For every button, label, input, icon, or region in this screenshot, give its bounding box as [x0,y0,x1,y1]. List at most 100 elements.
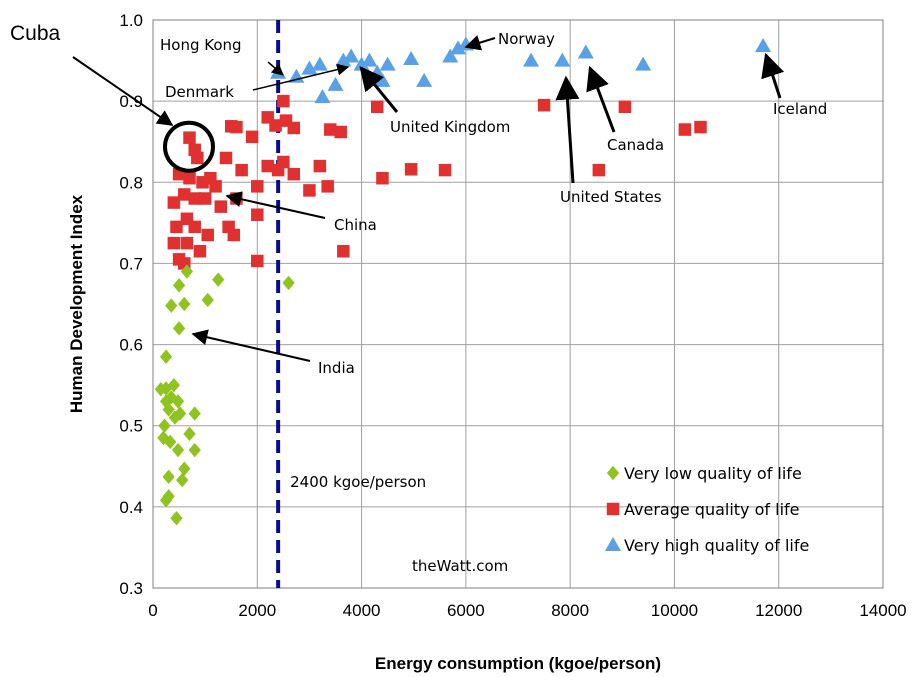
square-point [227,228,241,242]
annotation-label: United States [560,188,662,206]
annotation-arrow [267,61,284,76]
x-axis-label: Energy consumption (kgoe/person) [375,654,661,673]
diamond-point [162,469,175,485]
square-point [337,245,350,258]
x-tick-label: 14000 [859,601,906,620]
square-point [376,171,389,185]
triangle-point [457,36,474,51]
square-point [303,184,316,197]
legend-label: Average quality of life [624,500,799,519]
diamond-point [170,511,183,526]
triangle-point [301,60,318,75]
legend: Very low quality of life Average quality … [605,464,809,555]
square-point [193,245,207,258]
diamond-point [165,298,178,313]
y-tick-labels: 0.3 0.4 0.5 0.6 0.7 0.8 0.9 1.0 [119,11,143,598]
threshold-label: 2400 kgoe/person [290,473,426,491]
legend-label: Very low quality of life [624,464,802,483]
diamond-point [171,442,185,458]
square-point [167,196,181,209]
square-point [438,163,452,177]
annotation-arrow [225,191,326,219]
square-point [191,151,204,165]
square-point [230,120,243,134]
triangle-point [755,37,772,52]
x-tick-label: 6000 [447,601,485,620]
square-point [269,119,282,132]
diamond-point [201,292,214,308]
legend-marker [606,465,620,481]
legend-marker [605,537,621,551]
square-point [251,254,264,268]
annotation-labels: Hong Kong Denmark Norway United Kingdom Icel… [10,22,827,377]
annotation-label: Cuba [10,22,61,45]
diamond-point [164,434,177,450]
triangle-point [343,48,360,63]
diamond-point [188,442,201,458]
diamond-point [154,382,167,397]
square-point [214,200,228,213]
square-point [592,163,606,177]
square-point [287,167,301,181]
data-points [154,36,772,526]
annotation-arrow [72,56,174,126]
square-point [251,208,264,221]
triangle-point [577,44,594,59]
cuba-highlight-circle [163,120,215,173]
plot-area [152,19,884,589]
x-tick-label: 10000 [651,601,698,620]
triangle-point [416,72,433,87]
diamond-point [178,461,191,476]
annotation-arrow [359,66,399,113]
square-point [618,100,632,114]
annotation-label: China [334,216,377,234]
square-point [694,120,707,134]
square-point [235,163,248,177]
diamond-point [282,275,295,291]
square-point [321,180,334,193]
y-tick-label: 0.7 [119,254,143,273]
square-point [537,98,551,112]
y-tick-label: 0.4 [119,498,143,517]
annotation-arrow [252,63,350,91]
square-point [167,236,181,250]
y-tick-label: 0.9 [119,92,143,111]
annotation-arrow [464,35,496,51]
annotation-label: India [318,359,355,377]
diamond-point [159,349,173,364]
square-point [170,220,183,234]
diamond-point [162,402,175,417]
x-tick-label: 0 [148,601,157,620]
square-point [198,192,212,205]
y-tick-label: 0.5 [119,417,143,436]
x-tick-label: 8000 [551,601,589,620]
square-point [370,100,384,114]
triangle-point [327,76,344,91]
annotation-label: United Kingdom [390,118,510,136]
diamond-point [167,377,180,393]
square-point [180,236,194,250]
diamond-point [172,278,186,293]
square-point [287,121,301,135]
square-point [334,125,347,139]
square-point [188,220,201,234]
square-point [313,159,327,173]
annotation-arrow [555,75,580,184]
square-point [261,159,274,173]
annotation-arrow [586,65,616,133]
x-tick-label: 2000 [238,601,276,620]
square-point [277,94,290,108]
x-tick-label: 12000 [755,601,802,620]
annotation-label: Iceland [773,100,827,118]
diamond-point [183,426,196,442]
diamond-point [212,272,225,287]
x-tick-labels: 0 2000 4000 6000 8000 10000 12000 14000 [148,601,906,620]
square-point [324,123,337,136]
y-tick-label: 0.3 [119,579,143,598]
watermark: theWatt.com [412,557,508,575]
triangle-point [288,68,305,83]
y-tick-label: 0.6 [119,336,143,355]
diamond-point [178,296,191,312]
square-point [251,180,264,193]
